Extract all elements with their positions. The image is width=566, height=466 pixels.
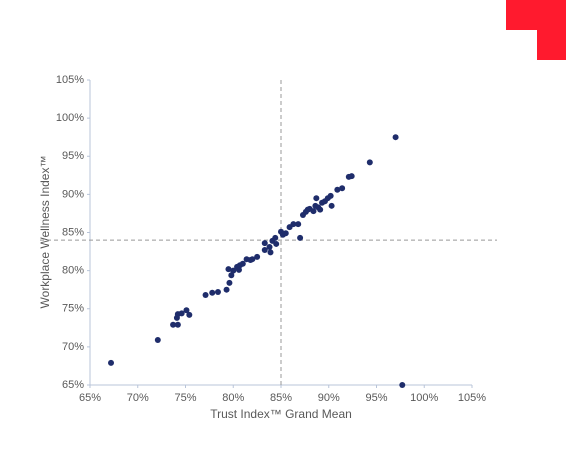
point: [186, 311, 193, 318]
y-tick-label: 95%: [62, 150, 84, 162]
point: [178, 310, 185, 317]
point: [261, 240, 268, 247]
point: [310, 208, 317, 215]
point: [267, 249, 274, 256]
x-tick-label: 105%: [458, 392, 486, 404]
point: [235, 266, 242, 273]
point: [290, 221, 297, 228]
y-axis-title: Workplace Wellness Index™: [38, 156, 52, 309]
point: [226, 279, 233, 286]
point: [327, 192, 334, 199]
y-tick-label: 65%: [62, 379, 84, 391]
y-tick-label: 85%: [62, 226, 84, 238]
x-tick-label: 100%: [410, 392, 438, 404]
point: [170, 321, 177, 328]
point: [392, 134, 399, 141]
point: [328, 202, 335, 209]
point: [297, 234, 304, 241]
x-tick-label: 65%: [79, 392, 101, 404]
x-tick-label: 85%: [270, 392, 292, 404]
point: [183, 307, 190, 314]
x-tick-label: 80%: [222, 392, 244, 404]
point: [282, 230, 289, 237]
point: [209, 289, 216, 296]
point: [313, 195, 320, 202]
y-tick-label: 80%: [62, 265, 84, 277]
point: [295, 221, 302, 228]
point: [261, 247, 268, 254]
x-tick-label: 90%: [318, 392, 340, 404]
point: [108, 359, 115, 366]
point: [154, 337, 161, 344]
point: [239, 260, 246, 267]
point: [228, 272, 235, 279]
point: [366, 159, 373, 166]
point: [317, 206, 324, 213]
point: [202, 292, 209, 299]
y-tick-label: 105%: [56, 74, 84, 86]
y-tick-label: 70%: [62, 341, 84, 353]
point: [249, 256, 256, 263]
x-axis-title: Trust Index™ Grand Mean: [210, 407, 352, 421]
x-tick-label: 95%: [365, 392, 387, 404]
point: [254, 253, 261, 260]
point: [225, 266, 232, 273]
point: [266, 243, 273, 250]
point: [399, 382, 406, 388]
point: [230, 267, 237, 274]
point: [272, 234, 279, 241]
x-tick-label: 70%: [127, 392, 149, 404]
y-tick-label: 90%: [62, 188, 84, 200]
y-tick-label: 100%: [56, 112, 84, 124]
point: [348, 173, 355, 180]
point: [174, 321, 181, 328]
point: [273, 240, 280, 247]
point: [223, 286, 230, 293]
point: [214, 288, 221, 295]
logo-shape: [506, 0, 566, 60]
point: [334, 186, 341, 193]
y-tick-label: 75%: [62, 303, 84, 315]
point: [339, 185, 346, 192]
x-tick-label: 75%: [174, 392, 196, 404]
